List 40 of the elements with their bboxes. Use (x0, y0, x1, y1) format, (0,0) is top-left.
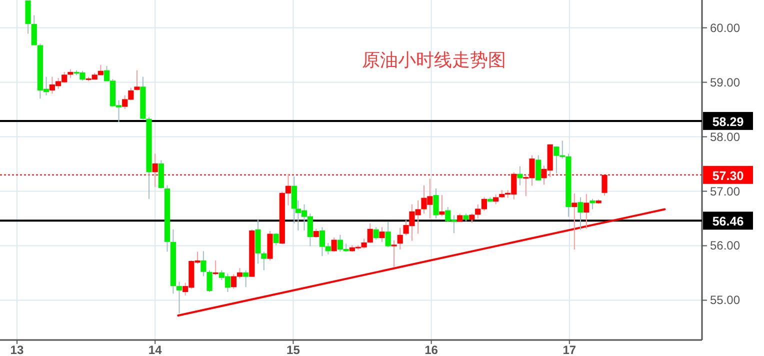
text: 原油小时线走势图 (362, 50, 506, 71)
ref-line-label: 56.46 (712, 214, 744, 229)
candlestick (331, 237, 337, 252)
x-tick-label: 13 (10, 343, 24, 356)
candlestick (134, 70, 140, 91)
candlestick (536, 154, 542, 181)
y-tick-label: 57.00 (710, 184, 740, 198)
y-tick-label: 55.00 (710, 293, 740, 308)
x-tick-label: 14 (148, 343, 162, 356)
candlestick (31, 14, 37, 46)
candlestick (385, 221, 391, 248)
candlestick (200, 250, 206, 277)
candlestick (517, 166, 523, 186)
candlestick (493, 194, 499, 205)
y-tick-label: 58.00 (710, 130, 740, 144)
candlestick (391, 240, 397, 268)
candlestick (433, 188, 439, 219)
candlestick (439, 194, 445, 217)
ref-line-label: 57.30 (712, 168, 744, 183)
candlestick (590, 198, 596, 210)
x-tick-label: 16 (424, 343, 438, 356)
candlestick (397, 227, 403, 250)
candlestick (261, 251, 267, 271)
x-tick-label: 15 (286, 343, 300, 356)
candlestick (25, 0, 31, 34)
candlestick (273, 232, 279, 246)
candlestick (243, 270, 249, 288)
candlestick (578, 196, 584, 230)
candlestick (206, 270, 212, 293)
candlestick (255, 218, 261, 264)
candlestick (176, 281, 182, 314)
y-tick-label: 59.00 (710, 75, 740, 90)
x-tick-label: 17 (562, 343, 576, 356)
candlestick (367, 222, 373, 244)
ref-line-label: 58.29 (712, 114, 744, 129)
candlestick (379, 226, 385, 242)
y-tick-label: 56.00 (710, 238, 740, 253)
y-tick-label: 60.00 (710, 20, 740, 35)
candlestick (373, 226, 379, 240)
candlestick (469, 213, 475, 224)
